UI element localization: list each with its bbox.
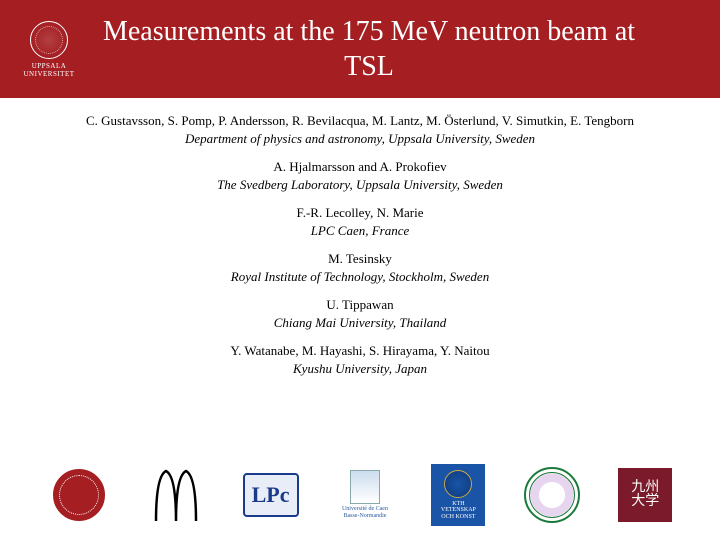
author-affiliation-list: C. Gustavsson, S. Pomp, P. Andersson, R.… [0, 98, 720, 378]
affiliation: LPC Caen, France [60, 222, 660, 240]
author-group: M. Tesinsky Royal Institute of Technolog… [60, 250, 660, 285]
kyushu-logo-icon: 九州 大学 [618, 468, 672, 522]
authors: C. Gustavsson, S. Pomp, P. Andersson, R.… [60, 112, 660, 130]
caen-logo-icon: Université de Caen Basse-Normandie [334, 464, 396, 526]
uppsala-logo: UPPSALA UNIVERSITET [20, 21, 78, 78]
author-group: F.-R. Lecolley, N. Marie LPC Caen, Franc… [60, 204, 660, 239]
logo-text-1: UPPSALA [20, 62, 78, 70]
slide-title: Measurements at the 175 MeV neutron beam… [78, 14, 700, 84]
affiliation: Kyushu University, Japan [60, 360, 660, 378]
kth-logo-text: KTH VETENSKAP OCH KONST [435, 501, 481, 521]
author-group: Y. Watanabe, M. Hayashi, S. Hirayama, Y.… [60, 342, 660, 377]
lpc-logo-icon: LPc [243, 473, 299, 517]
svedberg-logo-icon [145, 464, 207, 526]
author-group: C. Gustavsson, S. Pomp, P. Andersson, R.… [60, 112, 660, 147]
affiliation: Chiang Mai University, Thailand [60, 314, 660, 332]
chiangmai-logo-icon [521, 464, 583, 526]
authors: M. Tesinsky [60, 250, 660, 268]
authors: F.-R. Lecolley, N. Marie [60, 204, 660, 222]
slide-header: UPPSALA UNIVERSITET Measurements at the … [0, 0, 720, 98]
logo-text-2: UNIVERSITET [20, 70, 78, 78]
authors: A. Hjalmarsson and A. Prokofiev [60, 158, 660, 176]
author-group: U. Tippawan Chiang Mai University, Thail… [60, 296, 660, 331]
uppsala-logo-icon [48, 464, 110, 526]
uppsala-seal-icon [30, 21, 68, 59]
authors: U. Tippawan [60, 296, 660, 314]
affiliation: Department of physics and astronomy, Upp… [60, 130, 660, 148]
institution-logo-row: LPc Université de Caen Basse-Normandie K… [0, 464, 720, 526]
affiliation: Royal Institute of Technology, Stockholm… [60, 268, 660, 286]
author-group: A. Hjalmarsson and A. Prokofiev The Sved… [60, 158, 660, 193]
affiliation: The Svedberg Laboratory, Uppsala Univers… [60, 176, 660, 194]
authors: Y. Watanabe, M. Hayashi, S. Hirayama, Y.… [60, 342, 660, 360]
caen-logo-text: Université de Caen Basse-Normandie [334, 506, 396, 519]
kth-logo-icon: KTH VETENSKAP OCH KONST [431, 464, 485, 526]
